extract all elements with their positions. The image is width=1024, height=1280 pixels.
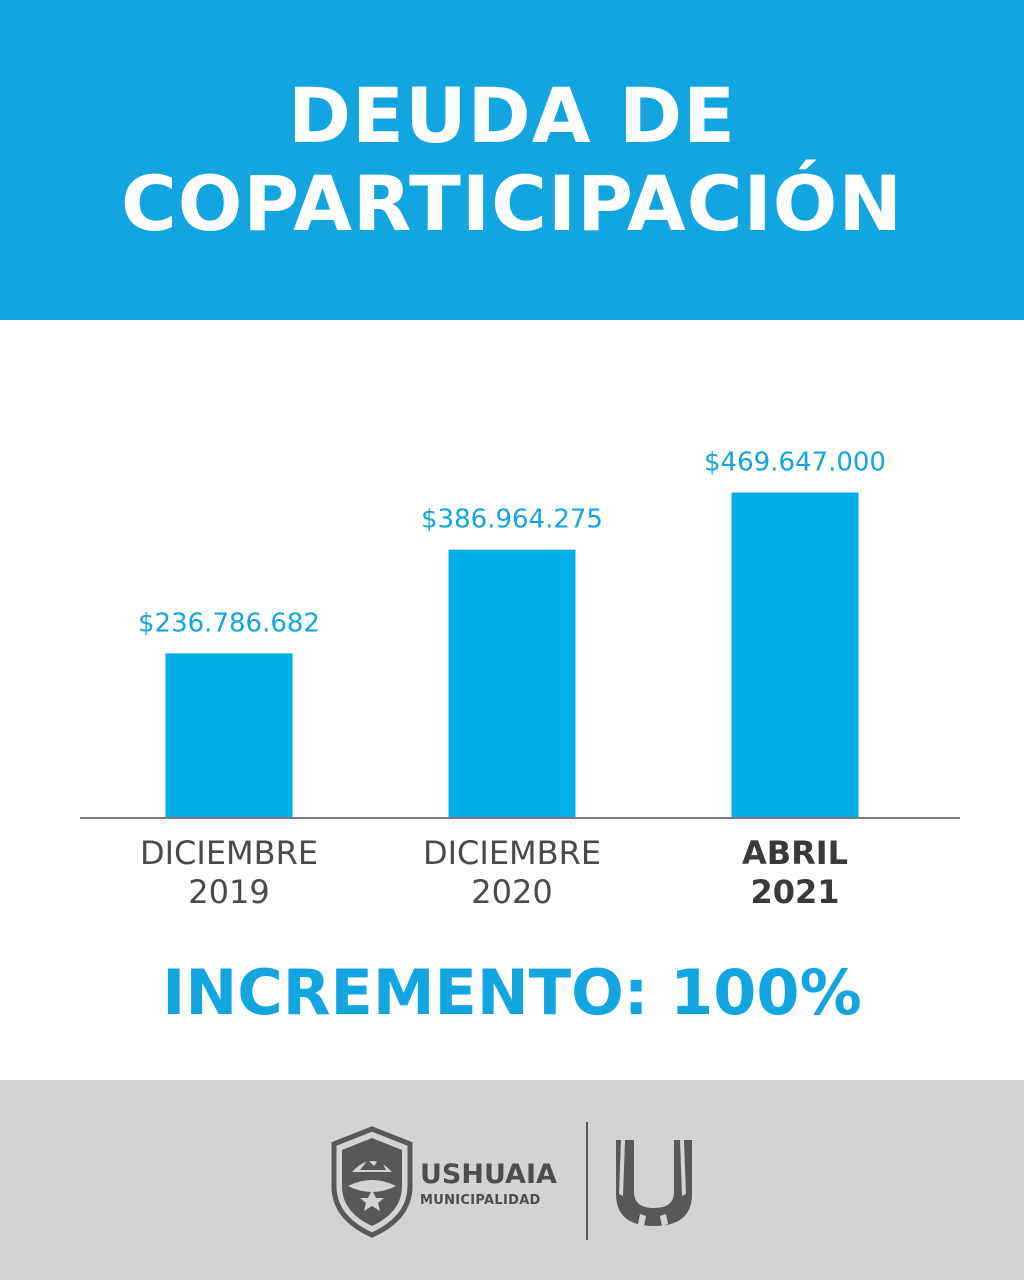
footer-divider xyxy=(586,1122,588,1240)
category-label-1-line2: 2020 xyxy=(471,873,552,911)
brand-name: USHUAIA xyxy=(420,1159,557,1190)
page-title-line-1: DEUDA DE xyxy=(287,71,737,160)
bar-chart: $236.786.682DICIEMBRE2019$386.964.275DIC… xyxy=(80,448,960,911)
category-label-2-line2: 2021 xyxy=(750,873,839,911)
bar-value-label-1: $386.964.275 xyxy=(421,505,603,535)
page-title-line-2: COPARTICIPACIÓN xyxy=(120,159,903,248)
brand-wordmark: USHUAIA MUNICIPALIDAD xyxy=(420,1160,557,1212)
brand-subtitle: MUNICIPALIDAD xyxy=(420,1193,541,1208)
u-emblem-icon xyxy=(616,1140,692,1226)
bar-1 xyxy=(448,549,576,817)
category-label-1-line1: DICIEMBRE xyxy=(423,834,601,872)
footer-bar xyxy=(0,1080,1024,1280)
municipal-shield-icon xyxy=(331,1126,413,1238)
bar-2 xyxy=(731,492,859,817)
bar-value-label-0: $236.786.682 xyxy=(138,608,320,638)
category-label-0-line2: 2019 xyxy=(188,873,269,911)
bar-value-label-2: $469.647.000 xyxy=(704,448,886,478)
increment-summary: INCREMENTO: 100% xyxy=(162,956,862,1029)
category-label-2-line1: ABRIL xyxy=(742,834,848,872)
bar-0 xyxy=(165,653,293,817)
header-banner: DEUDA DE COPARTICIPACIÓN xyxy=(0,0,1024,320)
category-label-0-line1: DICIEMBRE xyxy=(140,834,318,872)
